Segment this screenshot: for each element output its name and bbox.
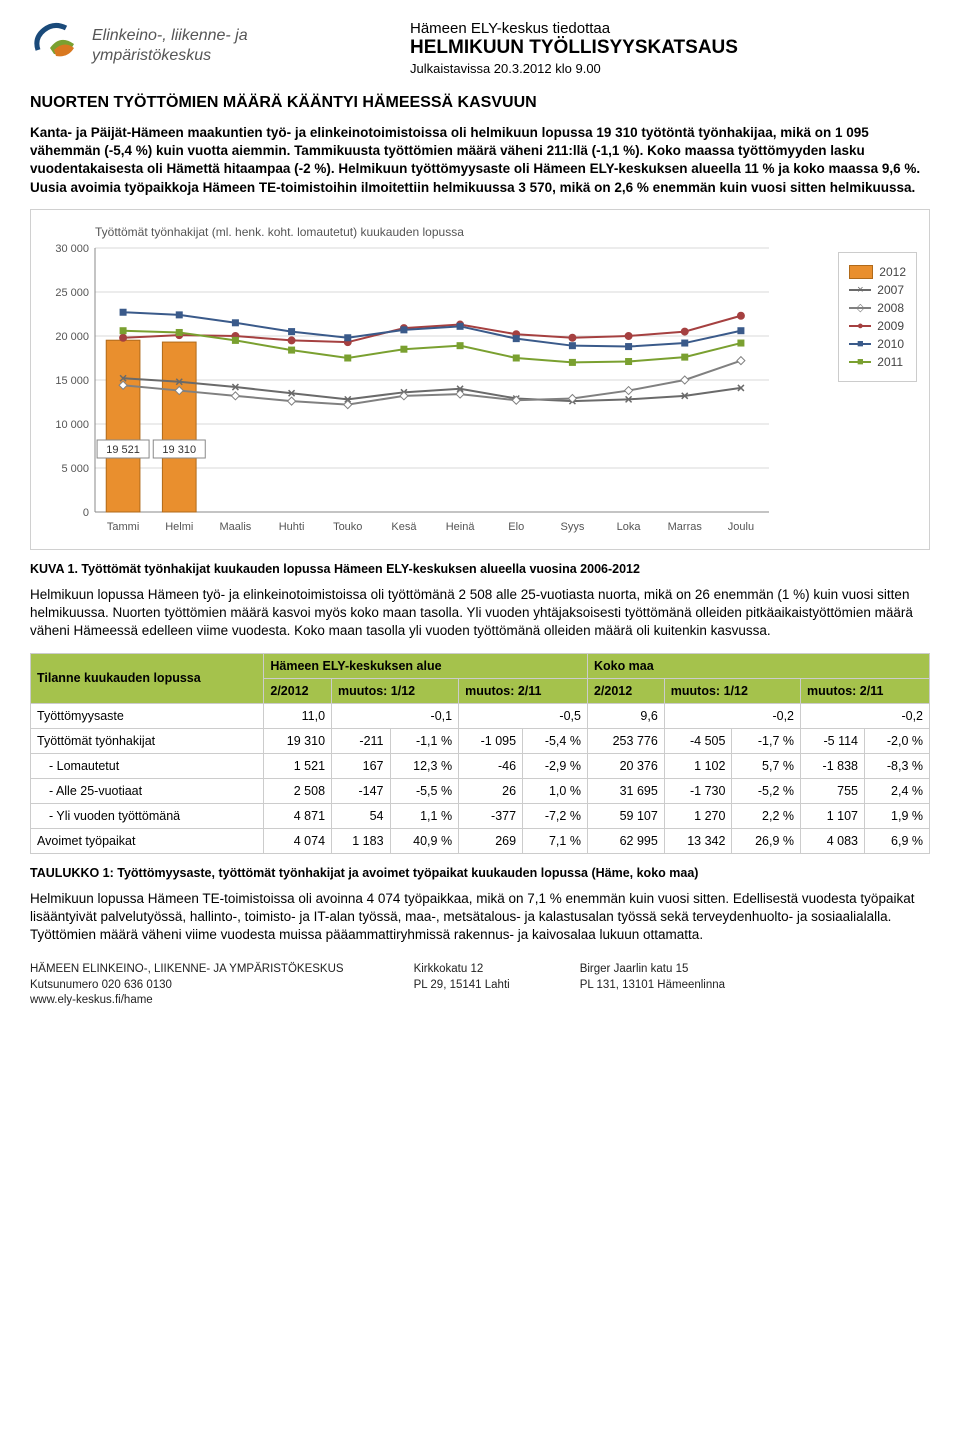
- legend-item: ◇2008: [849, 301, 906, 315]
- svg-text:Touko: Touko: [333, 521, 362, 533]
- org-name: Elinkeino-, liikenne- ja ympäristökeskus: [92, 26, 248, 66]
- para-3: Helmikuun lopussa Hämeen TE-toimistoissa…: [30, 890, 930, 945]
- legend-item: ■2010: [849, 337, 906, 351]
- svg-text:Helmi: Helmi: [165, 521, 193, 533]
- svg-text:10 000: 10 000: [55, 419, 89, 431]
- org-line1: Elinkeino-, liikenne- ja: [92, 26, 248, 46]
- header-titles: Hämeen ELY-keskus tiedottaa HELMIKUUN TY…: [410, 20, 930, 76]
- svg-text:0: 0: [83, 507, 89, 519]
- svg-text:19 310: 19 310: [162, 444, 196, 456]
- legend-item: ■2011: [849, 355, 906, 369]
- chart-legend: 2012 ×2007 ◇2008 ●2009 ■2010 ■2011: [838, 252, 917, 382]
- svg-text:15 000: 15 000: [55, 375, 89, 387]
- legend-item: ●2009: [849, 319, 906, 333]
- chart-container: Työttömät työnhakijat (ml. henk. koht. l…: [30, 209, 930, 550]
- footer-addr3b: PL 131, 13101 Hämeenlinna: [580, 979, 725, 991]
- footer-col3: Birger Jaarlin katu 15 PL 131, 13101 Häm…: [580, 962, 725, 1009]
- table-row: Työttömyysaste11,0-0,1-0,59,6-0,2-0,2: [31, 703, 930, 728]
- svg-text:Loka: Loka: [617, 521, 642, 533]
- footer-col1: HÄMEEN ELINKEINO-, LIIKENNE- JA YMPÄRIST…: [30, 962, 344, 1009]
- chart-plot: Työttömät työnhakijat (ml. henk. koht. l…: [39, 222, 830, 545]
- svg-text:Kesä: Kesä: [391, 521, 417, 533]
- svg-text:Syys: Syys: [560, 521, 584, 533]
- footer-addr2b: PL 29, 15141 Lahti: [414, 979, 510, 991]
- svg-text:Elo: Elo: [508, 521, 524, 533]
- footer-addr3a: Birger Jaarlin katu 15: [580, 963, 689, 975]
- data-table-wrap: Tilanne kuukauden lopussaHämeen ELY-kesk…: [30, 653, 930, 854]
- page-header: Elinkeino-, liikenne- ja ympäristökeskus…: [30, 20, 930, 76]
- logo-icon: [30, 20, 82, 72]
- svg-text:Tammi: Tammi: [107, 521, 139, 533]
- svg-text:19 521: 19 521: [106, 444, 140, 456]
- table-row: Avoimet työpaikat4 0741 18340,9 %2697,1 …: [31, 828, 930, 853]
- table-row: Työttömät työnhakijat19 310-211-1,1 %-1 …: [31, 728, 930, 753]
- footer-org: HÄMEEN ELINKEINO-, LIIKENNE- JA YMPÄRIST…: [30, 963, 344, 975]
- footer-addr2a: Kirkkokatu 12: [414, 963, 484, 975]
- svg-text:Heinä: Heinä: [446, 521, 476, 533]
- data-table: Tilanne kuukauden lopussaHämeen ELY-kesk…: [30, 653, 930, 854]
- table-row: - Lomautetut1 52116712,3 %-46-2,9 %20 37…: [31, 753, 930, 778]
- header-pubdate: Julkaistavissa 20.3.2012 klo 9.00: [410, 61, 930, 76]
- svg-text:5 000: 5 000: [61, 463, 89, 475]
- legend-item: 2012: [849, 265, 906, 279]
- svg-text:Marras: Marras: [668, 521, 703, 533]
- header-title: HELMIKUUN TYÖLLISYYSKATSAUS: [410, 37, 930, 59]
- main-heading: NUORTEN TYÖTTÖMIEN MÄÄRÄ KÄÄNTYI HÄMEESS…: [30, 94, 930, 112]
- table-caption: TAULUKKO 1: Työttömyysaste, työttömät ty…: [30, 866, 930, 880]
- svg-text:30 000: 30 000: [55, 243, 89, 255]
- svg-text:25 000: 25 000: [55, 287, 89, 299]
- table-row: - Alle 25-vuotiaat2 508-147-5,5 %261,0 %…: [31, 778, 930, 803]
- svg-text:Joulu: Joulu: [728, 521, 754, 533]
- legend-item: ×2007: [849, 283, 906, 297]
- svg-text:Huhti: Huhti: [279, 521, 305, 533]
- org-line2: ympäristökeskus: [92, 46, 248, 66]
- intro-paragraph: Kanta- ja Päijät-Hämeen maakuntien työ- …: [30, 124, 930, 197]
- page-footer: HÄMEEN ELINKEINO-, LIIKENNE- JA YMPÄRIST…: [30, 962, 930, 1009]
- footer-col2: Kirkkokatu 12 PL 29, 15141 Lahti: [414, 962, 510, 1009]
- org-logo-block: Elinkeino-, liikenne- ja ympäristökeskus: [30, 20, 370, 72]
- chart-caption: KUVA 1. Työttömät työnhakijat kuukauden …: [30, 562, 930, 576]
- header-subtitle: Hämeen ELY-keskus tiedottaa: [410, 20, 930, 37]
- para-2: Helmikuun lopussa Hämeen työ- ja elinkei…: [30, 586, 930, 641]
- svg-text:20 000: 20 000: [55, 331, 89, 343]
- svg-text:Maalis: Maalis: [220, 521, 252, 533]
- table-row: - Yli vuoden työttömänä4 871541,1 %-377-…: [31, 803, 930, 828]
- footer-url: www.ely-keskus.fi/hame: [30, 994, 153, 1006]
- footer-phone: Kutsunumero 020 636 0130: [30, 979, 172, 991]
- svg-text:Työttömät työnhakijat (ml. hen: Työttömät työnhakijat (ml. henk. koht. l…: [95, 225, 464, 239]
